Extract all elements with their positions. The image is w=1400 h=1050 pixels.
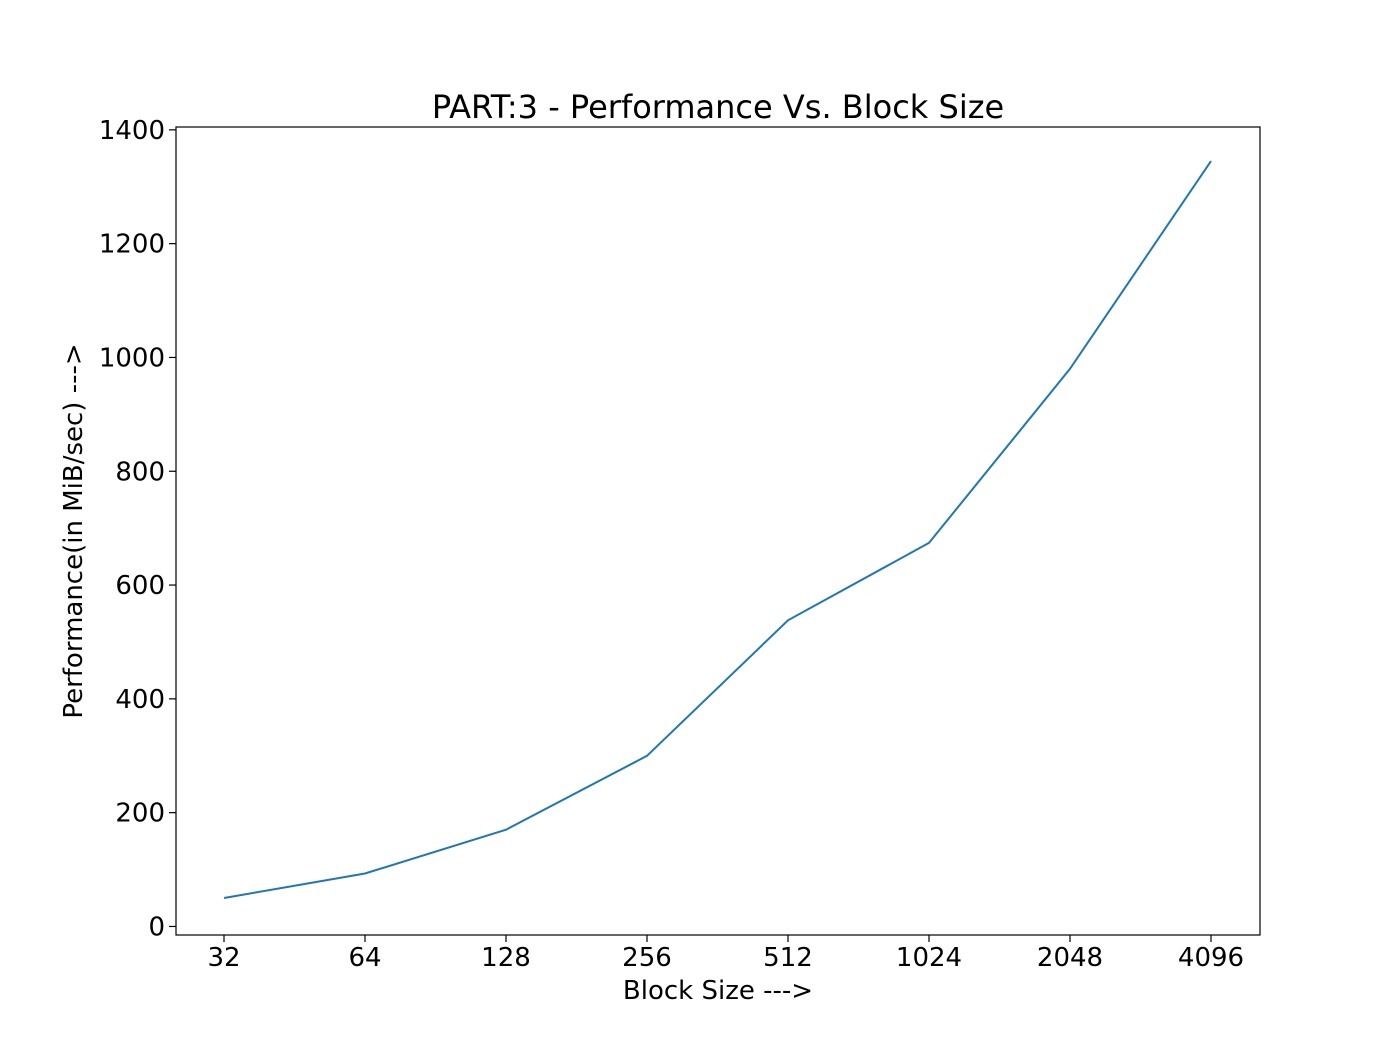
x-tick-label: 512	[763, 943, 813, 973]
y-tick-label: 600	[115, 571, 165, 601]
x-tick-label: 128	[481, 943, 531, 973]
y-tick-label: 400	[115, 685, 165, 715]
y-tick-label: 200	[115, 799, 165, 829]
x-tick-label: 256	[622, 943, 672, 973]
y-tick-label: 1400	[99, 116, 165, 146]
plot-area-frame	[175, 126, 1261, 936]
y-tick-label: 1200	[99, 230, 165, 260]
y-axis-label: Performance(in MiB/sec) --->	[59, 343, 89, 718]
y-tick-label: 1000	[99, 343, 165, 373]
x-axis-label: Block Size --->	[623, 976, 813, 1006]
series-line	[223, 160, 1212, 899]
x-axis-ticks: 32 64 128 256 512 1024 2048 4096	[207, 935, 1244, 973]
x-tick-label: 64	[348, 943, 381, 973]
x-tick-label: 2048	[1037, 943, 1103, 973]
x-tick-label: 4096	[1178, 943, 1244, 973]
x-tick-label: 32	[207, 943, 240, 973]
y-tick-label: 800	[115, 457, 165, 487]
y-axis-ticks: 0 200 400 600 800 1000 1200 1400	[99, 116, 176, 942]
chart-title: PART:3 - Performance Vs. Block Size	[432, 88, 1004, 126]
x-tick-label: 1024	[896, 943, 962, 973]
y-tick-label: 0	[148, 912, 165, 942]
